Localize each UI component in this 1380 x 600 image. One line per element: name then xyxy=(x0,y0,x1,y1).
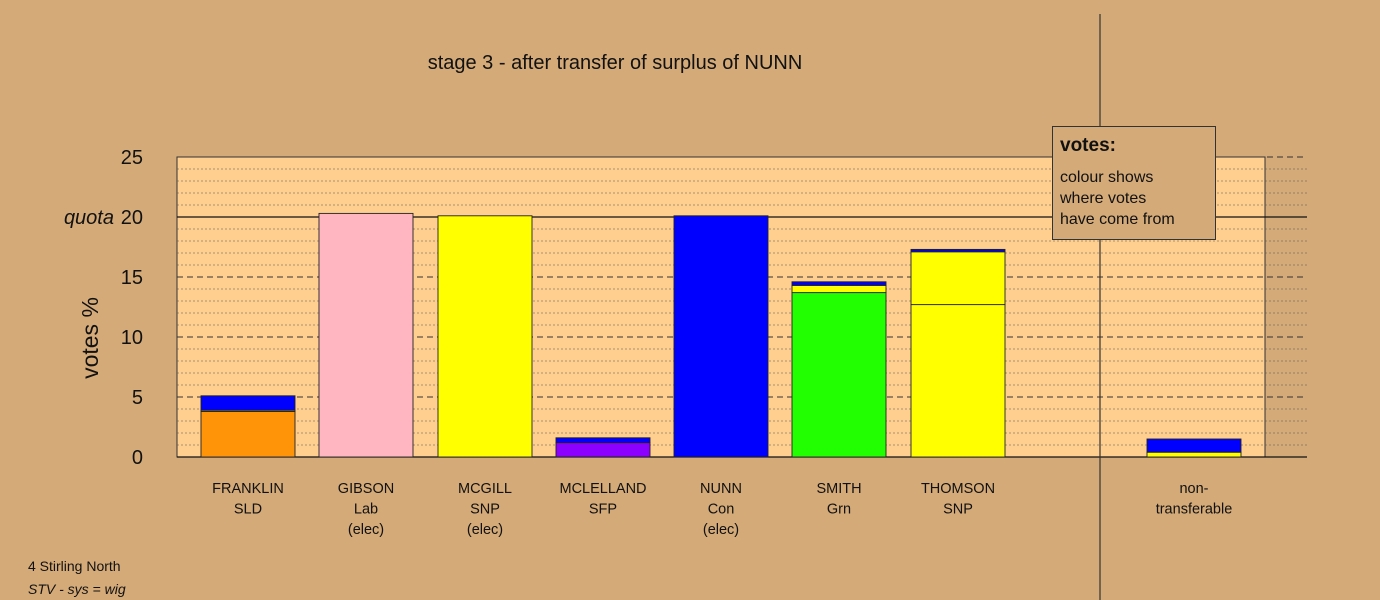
bar-segment xyxy=(318,212,414,458)
legend-line-2: where votes xyxy=(1060,190,1147,207)
bar-segment xyxy=(910,304,1006,458)
x-tick-label: Grn xyxy=(827,502,851,518)
quota-label: quota xyxy=(64,207,114,229)
y-tick-label: 0 xyxy=(132,447,143,469)
x-tick-label: transferable xyxy=(1156,502,1233,518)
bar-segment xyxy=(200,395,296,411)
legend-box: votes: colour shows where votes have com… xyxy=(1052,126,1216,240)
chart-title: stage 3 - after transfer of surplus of N… xyxy=(427,52,803,74)
bar-segment xyxy=(437,215,533,458)
bar-segment xyxy=(1146,438,1242,453)
bar-segment xyxy=(200,410,296,458)
x-tick-label: MCGILL xyxy=(458,481,512,497)
bar-segment xyxy=(555,442,651,458)
x-tick-label: SNP xyxy=(943,502,973,518)
x-tick-label: MCLELLAND xyxy=(559,481,646,497)
x-tick-label: FRANKLIN xyxy=(212,481,284,497)
bar-segment xyxy=(791,284,887,294)
y-tick-label: 10 xyxy=(121,327,143,349)
x-tick-label: (elec) xyxy=(348,522,384,538)
bar-segment xyxy=(673,215,769,458)
x-tick-label: (elec) xyxy=(703,522,739,538)
y-tick-label: 5 xyxy=(132,387,143,409)
x-tick-label: GIBSON xyxy=(338,481,394,497)
bar-segment xyxy=(910,248,1006,253)
constituency-label: 4 Stirling North xyxy=(28,558,121,574)
x-tick-label: SLD xyxy=(234,502,262,518)
legend-line-1: colour shows xyxy=(1060,169,1154,186)
y-tick-label: 20 xyxy=(121,207,143,229)
bar-segment xyxy=(910,251,1006,306)
x-tick-label: SNP xyxy=(470,502,500,518)
x-tick-label: (elec) xyxy=(467,522,503,538)
y-tick-label: 25 xyxy=(121,147,143,169)
x-tick-label: Con xyxy=(708,502,735,518)
x-tick-label: Lab xyxy=(354,502,378,518)
system-label: STV - sys = wig xyxy=(28,581,126,597)
x-tick-label: THOMSON xyxy=(921,481,995,497)
bar-segment xyxy=(791,281,887,286)
bar-segment xyxy=(791,292,887,458)
bar-segment xyxy=(1146,451,1242,458)
bar-segment xyxy=(555,437,651,444)
x-tick-label: non- xyxy=(1179,481,1208,497)
x-tick-label: SMITH xyxy=(816,481,861,497)
legend-title: votes: xyxy=(1060,135,1116,156)
x-tick-label: SFP xyxy=(589,502,617,518)
x-tick-label: NUNN xyxy=(700,481,742,497)
y-tick-label: 15 xyxy=(121,267,143,289)
y-axis-label: votes % xyxy=(77,297,103,379)
legend-line-3: have come from xyxy=(1060,211,1175,228)
